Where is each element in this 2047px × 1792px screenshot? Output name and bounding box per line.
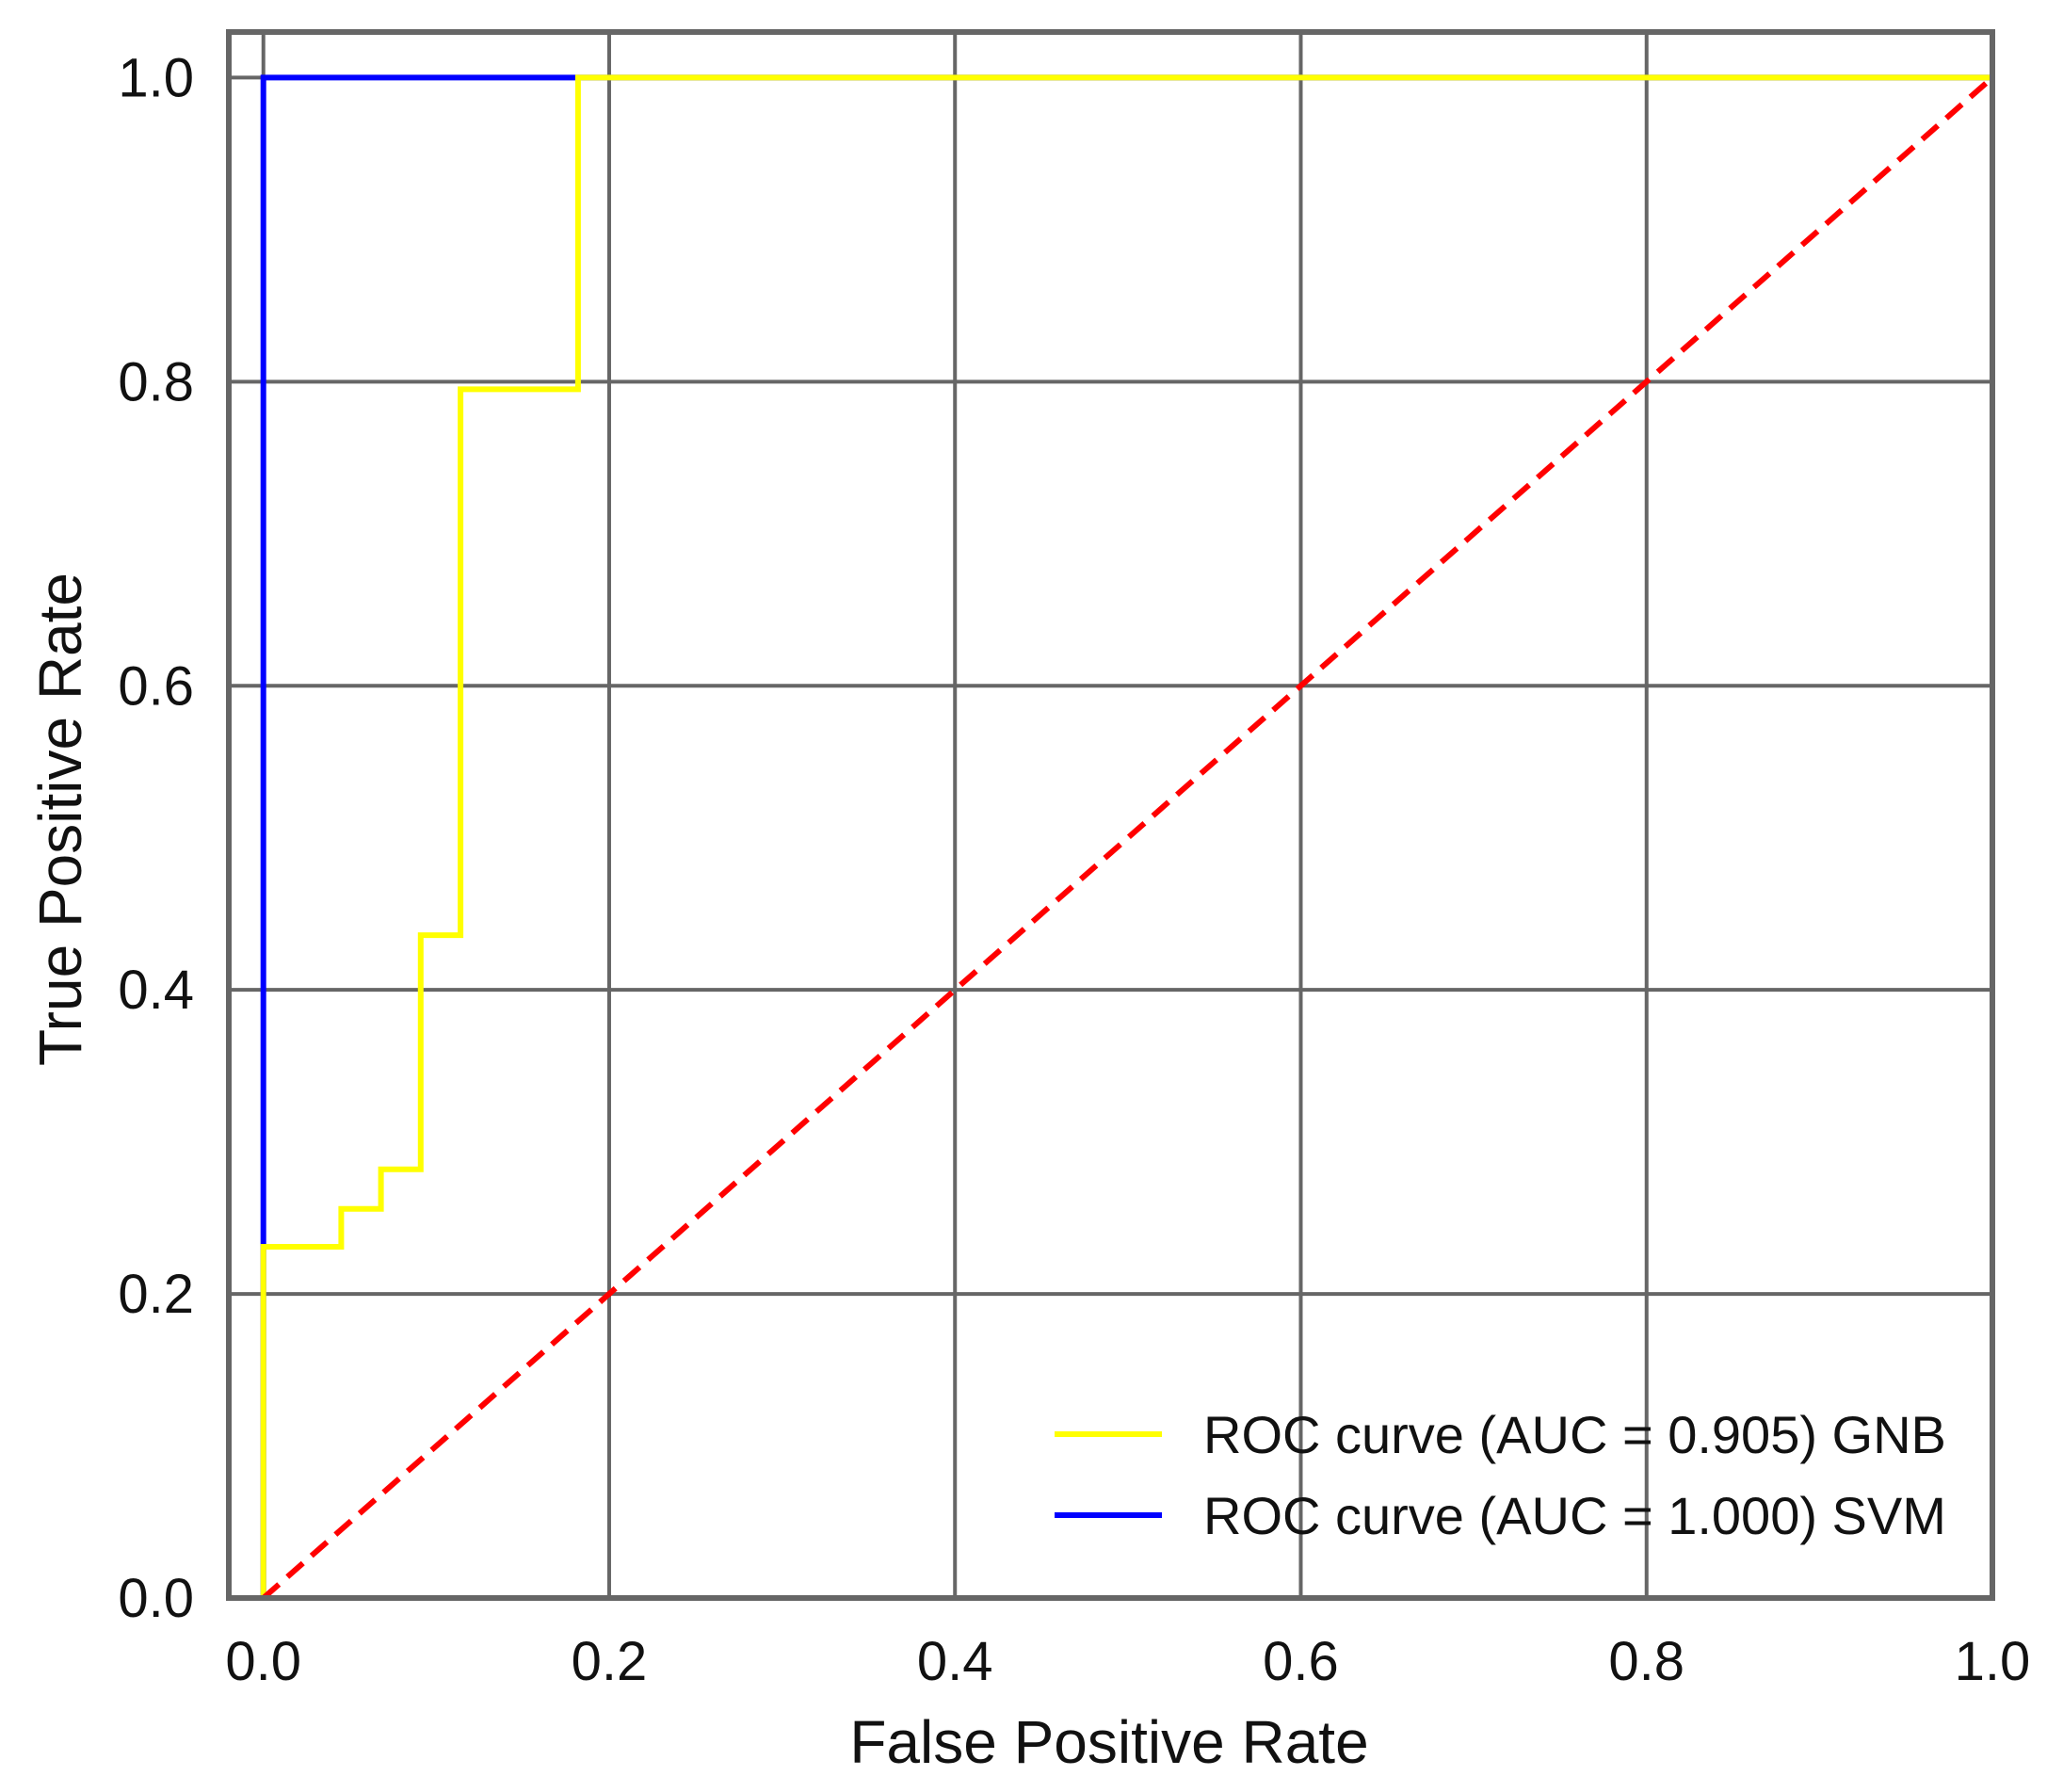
y-tick-label: 0.8	[118, 351, 194, 412]
y-axis-label: True Positive Rate	[26, 573, 94, 1066]
y-tick-label: 0.0	[118, 1568, 194, 1629]
y-tick-label: 0.4	[118, 960, 194, 1021]
x-tick-label: 0.8	[1608, 1631, 1684, 1692]
y-tick-label: 1.0	[118, 47, 194, 108]
y-tick-label: 0.6	[118, 655, 194, 717]
x-tick-label: 0.6	[1263, 1631, 1339, 1692]
legend: ROC curve (AUC = 0.905) GNB ROC curve (AU…	[1055, 1405, 1946, 1545]
y-tick-label: 0.2	[118, 1264, 194, 1325]
plot-frame	[226, 29, 1995, 1601]
y-tick-labels: 0.0 0.2 0.4 0.6 0.8 1.0	[118, 47, 194, 1629]
legend-label-0: ROC curve (AUC = 0.905) GNB	[1203, 1405, 1946, 1464]
x-tick-label: 0.0	[225, 1631, 301, 1692]
x-tick-label: 0.4	[917, 1631, 993, 1692]
x-axis-label: False Positive Rate	[849, 1708, 1368, 1776]
x-tick-label: 0.2	[572, 1631, 648, 1692]
grid-lines	[229, 32, 1994, 1600]
x-tick-labels: 0.0 0.2 0.4 0.6 0.8 1.0	[225, 1631, 2030, 1692]
x-tick-label: 1.0	[1955, 1631, 2031, 1692]
series-lines	[260, 74, 1994, 1601]
legend-label-1: ROC curve (AUC = 1.000) SVM	[1203, 1486, 1946, 1545]
series-line-0	[260, 74, 1992, 1598]
